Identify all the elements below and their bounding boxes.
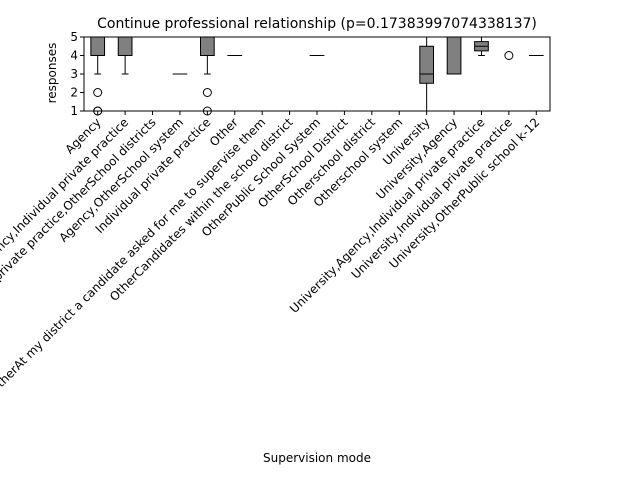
y-tick-label: 3 bbox=[70, 67, 78, 81]
y-tick-label: 1 bbox=[70, 104, 78, 118]
y-axis-label: responses bbox=[45, 43, 59, 104]
box-body bbox=[419, 45, 435, 84]
box-0 bbox=[90, 36, 106, 116]
x-axis-label: Supervision mode bbox=[263, 451, 371, 465]
y-tick-label: 4 bbox=[70, 49, 78, 63]
box-body bbox=[117, 36, 133, 56]
box-1 bbox=[117, 36, 133, 75]
box-14 bbox=[474, 36, 489, 56]
chart-title: Continue professional relationship (p=0.… bbox=[97, 16, 537, 32]
box-body bbox=[446, 36, 462, 75]
box-4 bbox=[200, 36, 215, 116]
box-12 bbox=[419, 36, 435, 112]
outlier-point bbox=[93, 88, 103, 97]
y-tick-label: 2 bbox=[70, 86, 78, 100]
box-15 bbox=[501, 36, 517, 60]
box-body bbox=[200, 36, 215, 56]
outlier-point bbox=[504, 51, 514, 60]
outlier-point bbox=[202, 88, 212, 97]
y-tick-label: 5 bbox=[70, 30, 78, 44]
box-13 bbox=[446, 36, 462, 75]
box-body bbox=[90, 36, 106, 56]
